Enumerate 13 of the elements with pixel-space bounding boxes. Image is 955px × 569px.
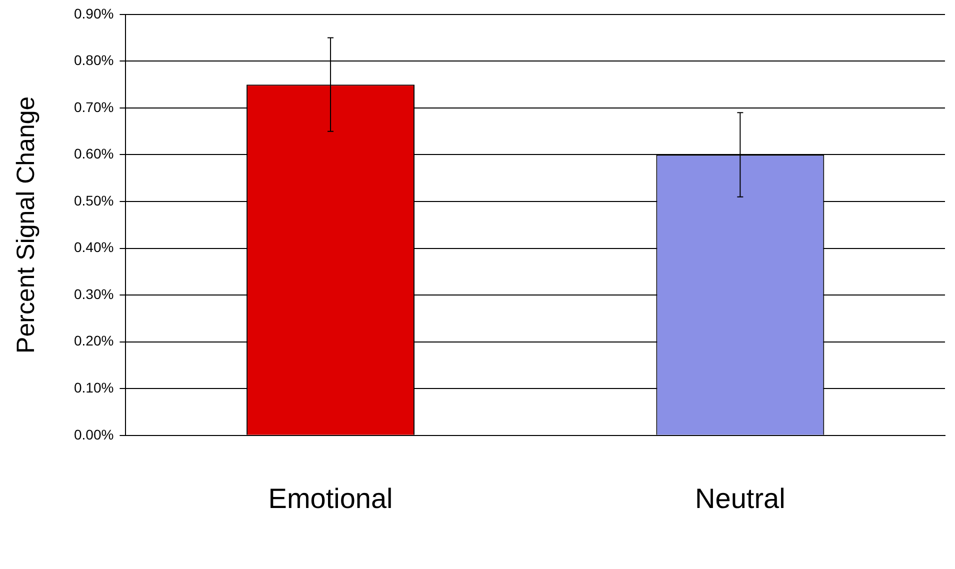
x-tick-label: Neutral	[695, 482, 786, 514]
y-axis-title: Percent Signal Change	[12, 96, 40, 354]
y-tick-label: 0.40%	[74, 239, 114, 256]
y-tick-label: 0.50%	[74, 192, 114, 208]
y-tick-label: 0.70%	[74, 98, 114, 115]
y-tick-label: 0.10%	[74, 379, 114, 396]
y-tick-label: 0.90%	[74, 5, 114, 22]
y-tick-label: 0.60%	[74, 146, 114, 162]
y-tick-label: 0.00%	[74, 426, 114, 442]
y-tick-label: 0.30%	[74, 286, 114, 302]
y-tick-label: 0.80%	[74, 52, 114, 68]
x-tick-label: Emotional	[268, 482, 393, 514]
y-tick-label: 0.20%	[74, 332, 114, 349]
